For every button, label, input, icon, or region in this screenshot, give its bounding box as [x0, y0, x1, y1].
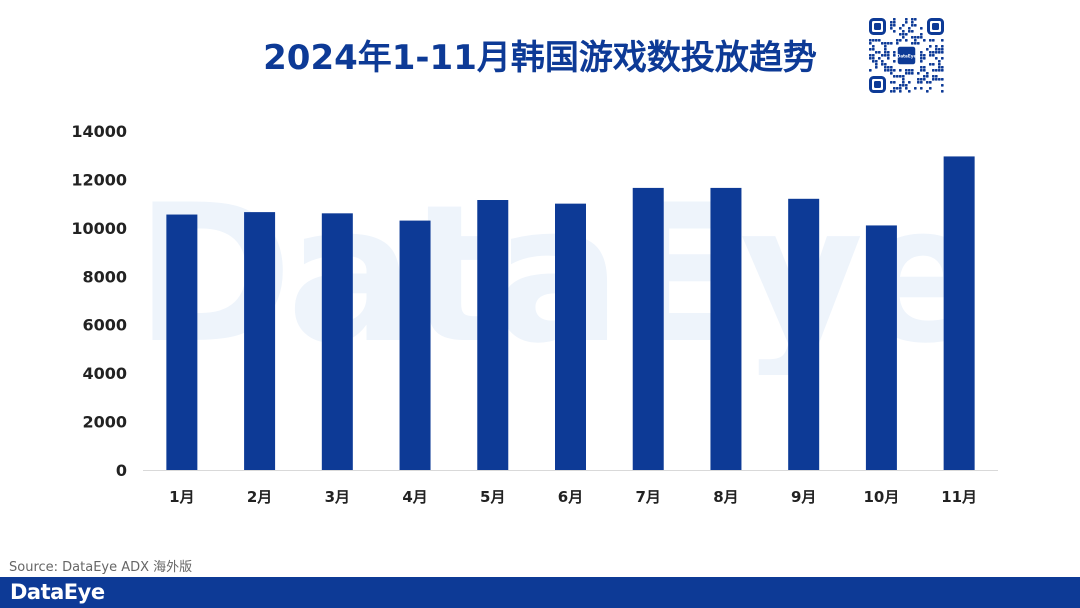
x-tick-label: 5月 [480, 488, 505, 506]
x-tick-label: 9月 [791, 488, 816, 506]
chart-title: 2024年1-11月韩国游戏数投放趋势 [263, 38, 817, 78]
bars [166, 156, 975, 471]
y-tick-label: 2000 [82, 413, 127, 432]
x-tick-label: 3月 [325, 488, 350, 506]
y-tick-label: 10000 [71, 219, 127, 238]
y-tick-label: 8000 [82, 267, 127, 286]
bar-9 [788, 198, 820, 471]
x-tick-label: 6月 [558, 488, 583, 506]
x-tick-label: 1月 [169, 488, 194, 506]
bar-11 [943, 156, 975, 471]
y-tick-label: 14000 [71, 122, 127, 141]
bar-4 [399, 220, 431, 470]
x-tick-label: 10月 [863, 488, 899, 506]
bar-6 [555, 203, 586, 470]
y-axis: 0 2000 4000 6000 8000 10000 12000 14000 [71, 122, 127, 480]
bar-10 [865, 225, 897, 470]
bar-5 [477, 200, 509, 470]
footer-bar: DataEye [0, 577, 1080, 608]
bar-2 [244, 212, 276, 470]
x-tick-label: 4月 [402, 488, 427, 506]
bar-3 [321, 213, 353, 471]
bar-7 [632, 187, 664, 470]
x-tick-label: 8月 [713, 488, 738, 506]
source-note: Source: DataEye ADX 海外版 [9, 560, 193, 575]
qr-code: DataEye [868, 17, 945, 94]
x-tick-label: 2月 [247, 488, 272, 506]
qr-center-label: DataEye [897, 54, 917, 59]
x-tick-label: 7月 [636, 488, 661, 506]
x-tick-label: 11月 [941, 488, 977, 506]
x-axis: 1月 2月 3月 4月 5月 6月 7月 8月 9月 10月 11月 [143, 470, 998, 506]
footer-logo: DataEye [10, 580, 105, 604]
y-tick-label: 6000 [82, 316, 127, 335]
y-tick-label: 0 [116, 461, 127, 480]
y-tick-label: 4000 [82, 364, 127, 383]
bar-8 [710, 187, 742, 470]
bar-1 [166, 214, 198, 470]
y-tick-label: 12000 [71, 170, 127, 189]
